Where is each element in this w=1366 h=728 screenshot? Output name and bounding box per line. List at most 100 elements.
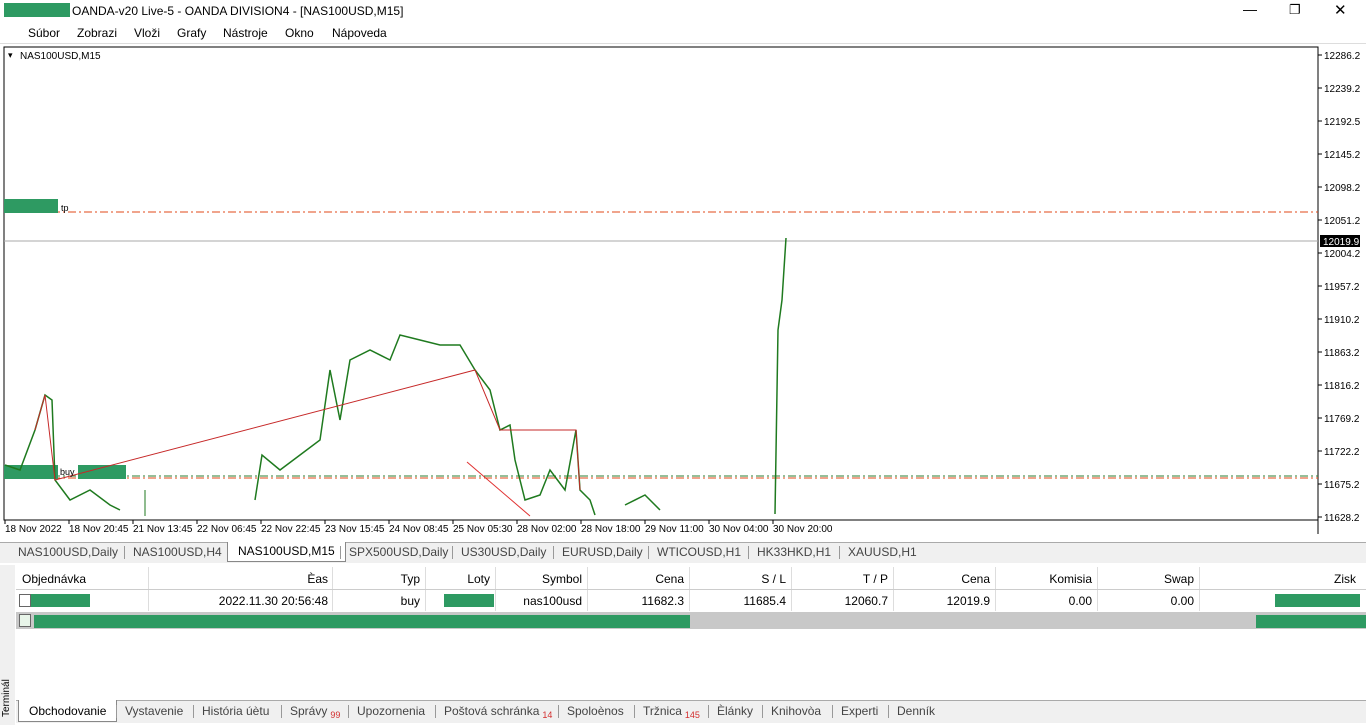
terminal-tab[interactable]: História úètu: [202, 704, 269, 718]
menu-item[interactable]: Súbor: [28, 26, 61, 40]
menu-item[interactable]: Nástroje: [223, 26, 268, 40]
tab-separator: [648, 546, 649, 559]
time-label: 23 Nov 15:45: [325, 524, 385, 535]
time-label: 18 Nov 2022: [5, 524, 62, 535]
column-header: Typ: [400, 572, 420, 586]
price-label: 11769.2: [1324, 414, 1360, 425]
terminal-side: Terminál: [0, 565, 15, 725]
terminal-tab[interactable]: Spoloènos: [567, 704, 624, 718]
chart-tab[interactable]: US30USD,Daily: [461, 545, 547, 559]
tp-label: tp: [61, 203, 69, 213]
cell: 11682.3: [641, 594, 685, 608]
expand-icon[interactable]: [19, 614, 31, 627]
column-header: S / L: [761, 572, 786, 586]
tab-label: Knihovòa: [771, 704, 822, 718]
tab-label: Vystavenie: [125, 704, 184, 718]
tab-label: Obchodovanie: [29, 704, 107, 718]
price-label: 11863.2: [1324, 348, 1360, 359]
column-header: Cena: [961, 572, 990, 586]
cell: 0.00: [1068, 594, 1092, 608]
time-label: 21 Nov 13:45: [133, 524, 193, 535]
time-label: 18 Nov 20:45: [69, 524, 129, 535]
header-border: [16, 589, 1366, 590]
buy-label: buy: [60, 467, 75, 477]
tab-separator: [748, 546, 749, 559]
price-label: 12051.2: [1324, 216, 1361, 227]
menu-item[interactable]: Grafy: [177, 26, 207, 40]
time-label: 30 Nov 20:00: [773, 524, 833, 535]
tab-separator: [839, 546, 840, 559]
tab-separator: [762, 705, 763, 718]
time-label: 30 Nov 04:00: [709, 524, 769, 535]
chart-tab[interactable]: XAUUSD,H1: [848, 545, 917, 559]
terminal-tab[interactable]: Denník: [897, 704, 935, 718]
price-label: 11675.2: [1324, 480, 1360, 491]
menu-item[interactable]: Okno: [285, 26, 314, 40]
tab-label: Denník: [897, 704, 936, 718]
tab-separator: [116, 705, 117, 718]
tab-badge: 145: [684, 710, 700, 721]
tab-label: História úètu: [202, 704, 270, 718]
cell: 2022.11.30 20:56:48: [218, 594, 328, 608]
tab-label: Upozornenia: [357, 704, 426, 718]
menu-bar: Súbor Zobrazi Vloži Grafy Nástroje Okno Nápove…: [0, 22, 1366, 44]
title-bar: OANDA-v20 Live-5 - OANDA DIVISION4 - [NA…: [0, 0, 1366, 22]
column-header: Symbol: [541, 572, 582, 586]
terminal-tab[interactable]: Vystavenie: [125, 704, 183, 718]
chart: ▾ NAS100USD,M15 12286.2 12239.2 12192.5 121…: [3, 46, 1361, 535]
minimize[interactable]: —: [1243, 1, 1257, 17]
close[interactable]: ✕: [1334, 2, 1347, 19]
menu-item[interactable]: Vloži: [134, 26, 161, 40]
cell: buy: [400, 594, 420, 608]
price-label: 11722.2: [1324, 447, 1360, 458]
tab-separator: [452, 546, 453, 559]
chart-tab[interactable]: EURUSD,Daily: [562, 545, 643, 559]
tab-label: Poštová schránka: [444, 704, 540, 718]
tab-separator: [348, 705, 349, 718]
time-label: 22 Nov 22:45: [261, 524, 321, 535]
price-label: 12145.2: [1324, 150, 1361, 161]
chart-tab[interactable]: HK33HKD,H1: [757, 545, 832, 559]
restore[interactable]: ❐: [1289, 2, 1301, 17]
price-label: 11957.2: [1324, 282, 1360, 293]
terminal-tab[interactable]: Upozornenia: [357, 704, 425, 718]
terminal-tab[interactable]: Obchodovanie: [18, 700, 118, 722]
tab-separator: [435, 705, 436, 718]
chart-tab[interactable]: NAS100USD,M15: [227, 542, 346, 562]
terminal-tabs: Obchodovanie Vystavenie História úètu Správ…: [16, 700, 1366, 723]
column-header: Cena: [655, 572, 684, 586]
tab-badge: 14: [542, 710, 553, 721]
tab-badge: 99: [330, 710, 341, 721]
tab-separator: [708, 705, 709, 718]
chart-tab[interactable]: WTICOUSD,H1: [657, 545, 741, 559]
cell: nas100usd: [523, 594, 582, 608]
menu-item[interactable]: Zobrazi: [77, 26, 118, 40]
chart-tab[interactable]: NAS100USD,Daily: [18, 545, 119, 559]
chart-tabs: NAS100USD,Daily NAS100USD,H4 NAS100USD,M15…: [0, 542, 1366, 563]
time-label: 28 Nov 18:00: [581, 524, 641, 535]
terminal-tab[interactable]: Èlánky: [717, 704, 753, 718]
chart-tab[interactable]: SPX500USD,Daily: [349, 545, 449, 559]
tab-label: Spoloènos: [567, 704, 624, 718]
current-price: 12019.9: [1323, 237, 1360, 248]
chart-tab[interactable]: NAS100USD,H4: [133, 545, 222, 559]
tab-label: Èlánky: [717, 704, 754, 718]
column-header: Objednávka: [22, 572, 87, 586]
time-label: 22 Nov 06:45: [197, 524, 257, 535]
tab-separator: [558, 705, 559, 718]
trade-table: Objednávka Èas Typ Loty Symbol Cena S / L T / P…: [16, 567, 1366, 697]
terminal-tab[interactable]: Tržnica 145: [643, 704, 700, 720]
time-label: 28 Nov 02:00: [517, 524, 577, 535]
row-icon[interactable]: [19, 594, 31, 607]
terminal-tab[interactable]: Experti: [841, 704, 878, 718]
cell: 0.00: [1170, 594, 1194, 608]
terminal-tab[interactable]: Knihovòa: [771, 704, 821, 718]
terminal-tab[interactable]: Poštová schránka 14: [444, 704, 552, 720]
menu-item[interactable]: Nápoveda: [332, 26, 387, 40]
price-label: 11628.2: [1324, 513, 1360, 524]
time-label: 25 Nov 05:30: [453, 524, 513, 535]
terminal-tab[interactable]: Správy 99: [290, 704, 340, 720]
price-label: 12192.5: [1324, 117, 1361, 128]
price-label: 11910.2: [1324, 315, 1360, 326]
tab-separator: [832, 705, 833, 718]
